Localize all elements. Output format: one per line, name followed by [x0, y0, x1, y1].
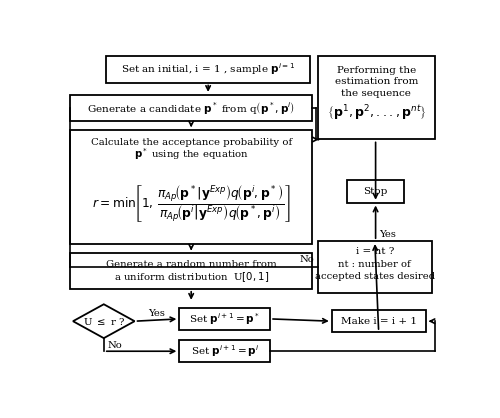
Bar: [332, 311, 426, 332]
Text: a uniform distribution  U$\left[0,1\right]$: a uniform distribution U$\left[0,1\right…: [114, 270, 268, 284]
Bar: [179, 308, 270, 330]
Text: $\left\{\mathbf{p}^1,\mathbf{p}^2,...,\mathbf{p}^{nt}\right\}$: $\left\{\mathbf{p}^1,\mathbf{p}^2,...,\m…: [326, 104, 426, 123]
Text: No: No: [107, 342, 122, 350]
Bar: [106, 56, 310, 82]
Bar: [347, 179, 404, 203]
Bar: [318, 56, 435, 140]
Bar: [179, 340, 270, 362]
Text: Set $\mathbf{p}^{i+1} = \mathbf{p}^*$: Set $\mathbf{p}^{i+1} = \mathbf{p}^*$: [189, 311, 260, 327]
Text: accepted states desired: accepted states desired: [315, 272, 435, 281]
Text: Set $\mathbf{p}^{i+1} = \mathbf{p}^{i}$: Set $\mathbf{p}^{i+1} = \mathbf{p}^{i}$: [190, 343, 259, 359]
Text: nt : number of: nt : number of: [338, 260, 411, 269]
Bar: [70, 130, 312, 244]
Text: $\mathbf{p}^*$ using the equation: $\mathbf{p}^*$ using the equation: [134, 146, 248, 162]
Text: the sequence: the sequence: [342, 89, 411, 98]
Text: $r = \min\!\left[1,\, \dfrac{\pi_{Ap}\!\left(\mathbf{p}^*\middle|\mathbf{y}^{Exp: $r = \min\!\left[1,\, \dfrac{\pi_{Ap}\!\…: [92, 183, 290, 224]
Text: No: No: [300, 255, 314, 264]
Text: Yes: Yes: [148, 309, 166, 318]
Bar: [70, 95, 312, 121]
Polygon shape: [73, 304, 134, 338]
Text: Generate a candidate $\mathbf{p}^*$ from q$\left(\mathbf{p}^*,\mathbf{p}^i\right: Generate a candidate $\mathbf{p}^*$ from…: [87, 100, 295, 116]
Text: Calculate the acceptance probability of: Calculate the acceptance probability of: [90, 138, 292, 147]
Text: i = nt ?: i = nt ?: [356, 247, 394, 256]
Text: Generate a random number from: Generate a random number from: [106, 260, 276, 270]
Text: Make i = i + 1: Make i = i + 1: [340, 317, 416, 326]
Bar: [70, 253, 312, 289]
Text: Stop: Stop: [364, 186, 388, 196]
Bar: [318, 241, 432, 293]
Text: estimation from: estimation from: [334, 77, 418, 86]
Text: Yes: Yes: [378, 230, 396, 240]
Text: U $\leq$ r ?: U $\leq$ r ?: [82, 316, 125, 327]
Text: Performing the: Performing the: [336, 66, 416, 75]
Text: Set an initial, i = 1 , sample $\mathbf{p}^{i=1}$: Set an initial, i = 1 , sample $\mathbf{…: [121, 61, 295, 77]
